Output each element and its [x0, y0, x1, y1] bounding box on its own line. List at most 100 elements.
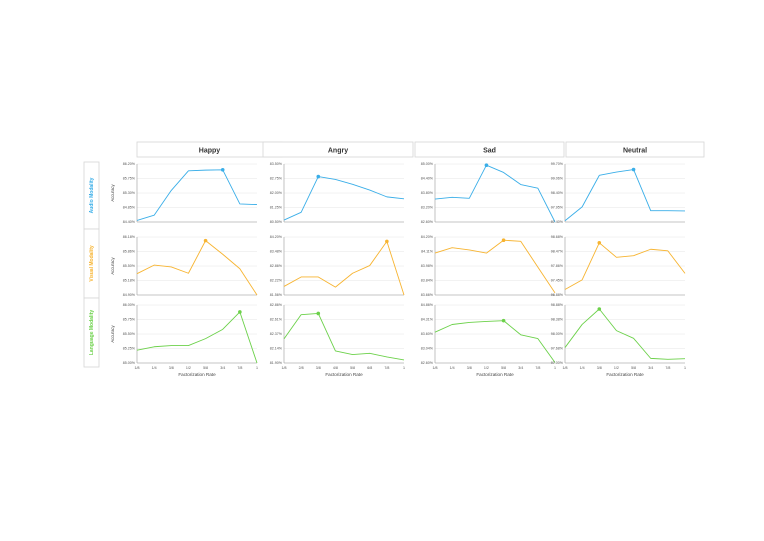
y-tick-label: 97.40% — [551, 220, 564, 224]
series-line — [283, 176, 405, 221]
y-tick-label: 85.25% — [123, 347, 136, 351]
y-tick-label: 85.86% — [123, 250, 136, 254]
y-tick-label: 83.20% — [421, 206, 434, 210]
panel-visual-modality-sad: 84.20% 84.11% 83.98% 83.84% 83.66% — [421, 235, 556, 297]
y-tick-label: 85.75% — [123, 318, 136, 322]
series-line — [434, 320, 556, 363]
x-tick-label: 1/2 — [614, 366, 619, 370]
x-tick-label: 3/8 — [169, 366, 174, 370]
y-tick-label: 82.75% — [270, 177, 283, 181]
y-tick-label: 85.00% — [123, 361, 136, 365]
series-line — [283, 313, 405, 361]
y-tick-label: 82.60% — [421, 220, 434, 224]
y-tick-label: 84.20% — [270, 235, 283, 239]
column-header-angry: Angry — [262, 141, 414, 158]
row-header-audio-modality: Audio Modality — [83, 161, 100, 230]
panel-language-modality-happy: 86.00% 85.75% 85.50% 85.25% 85.00% Accuracy 1/… — [110, 303, 258, 377]
peak-marker — [238, 310, 242, 314]
y-tick-label: 97.86% — [551, 264, 564, 268]
y-tick-label: 84.40% — [421, 177, 434, 181]
peak-marker — [385, 239, 389, 244]
x-tick-label: 1 — [403, 366, 405, 370]
peak-marker — [220, 168, 225, 172]
x-tick-label: 5/8 — [501, 366, 506, 370]
y-tick-label: 82.86% — [270, 264, 283, 268]
panel-language-modality-sad: 84.86% 84.31% 83.60% 83.04% 82.60%1/8 1/4 3/8 1… — [421, 303, 556, 377]
x-tick-label: 1/4 — [152, 366, 157, 370]
y-tick-label: 83.84% — [421, 279, 434, 283]
column-headers: Happy Angry Sad Neutral — [136, 141, 705, 158]
x-tick-label: 3/8 — [467, 366, 472, 370]
peak-marker — [597, 241, 602, 245]
y-tick-label: 96.88% — [551, 293, 564, 297]
y-axis-label: Accuracy — [110, 256, 115, 274]
panel-visual-modality-neutral: 98.68% 98.47% 97.86% 97.45% 96.88% — [551, 235, 686, 297]
column-header-neutral: Neutral — [565, 141, 705, 158]
series-line — [564, 308, 686, 360]
y-tick-label: 82.37% — [270, 332, 283, 336]
y-tick-label: 98.68% — [551, 235, 564, 239]
x-tick-label: 7/8 — [665, 366, 670, 370]
row-header-language-modality: Language Modality — [83, 297, 100, 368]
x-tick-label: 1/8 — [135, 366, 140, 370]
x-tick-label: 7/8 — [384, 366, 389, 370]
y-tick-label: 82.61% — [270, 318, 283, 322]
y-axis-label: Accuracy — [110, 324, 115, 342]
y-tick-label: 98.40% — [551, 191, 564, 195]
x-tick-label: 3/4 — [220, 366, 225, 370]
y-tick-label: 85.00% — [421, 162, 434, 166]
y-tick-label: 82.00% — [270, 191, 283, 195]
chart-panels: 86.20% 85.75% 85.30% 84.85% 84.40% Accuracy 83… — [110, 162, 686, 377]
x-tick-label: 1/8 — [563, 366, 568, 370]
row-title: Visual Modality — [89, 245, 95, 282]
y-tick-label: 83.80% — [421, 191, 434, 195]
y-tick-label: 85.50% — [123, 332, 136, 336]
y-tick-label: 97.68% — [551, 347, 564, 351]
x-tick-label: 6/8 — [367, 366, 372, 370]
y-tick-label: 84.11% — [421, 250, 434, 254]
y-tick-label: 80.50% — [270, 220, 283, 224]
y-tick-label: 83.60% — [421, 332, 434, 336]
y-tick-label: 83.66% — [421, 293, 434, 297]
y-tick-label: 82.22% — [270, 279, 283, 283]
x-axis-label: Factorization Rate — [325, 372, 363, 377]
x-tick-label: 5/8 — [350, 366, 355, 370]
peak-marker — [316, 174, 321, 179]
y-tick-label: 84.40% — [123, 220, 136, 224]
x-tick-label: 1/2 — [186, 366, 191, 370]
y-tick-label: 84.85% — [123, 206, 136, 210]
series-line — [136, 169, 258, 221]
row-headers: Audio Modality Visual Modality Language Mo… — [83, 161, 100, 368]
y-tick-label: 82.60% — [421, 361, 434, 365]
x-axis-label: Factorization Rate — [476, 372, 514, 377]
y-tick-label: 86.18% — [123, 235, 136, 239]
y-tick-label: 81.56% — [270, 293, 283, 297]
column-title: Angry — [328, 148, 348, 155]
series-line — [434, 239, 556, 294]
y-tick-label: 84.86% — [421, 303, 434, 307]
x-tick-label: 1/2 — [484, 366, 489, 370]
x-axis-label: Factorization Rate — [606, 372, 644, 377]
y-tick-label: 83.98% — [421, 264, 434, 268]
row-header-visual-modality: Visual Modality — [83, 228, 100, 299]
panel-audio-modality-happy: 86.20% 85.75% 85.30% 84.85% 84.40% Accuracy — [110, 162, 258, 224]
panel-language-modality-angry: 82.86% 82.61% 82.37% 82.14% 81.90%1/8 2/8 3/8 4… — [270, 303, 405, 377]
x-tick-label: 1 — [684, 366, 686, 370]
y-tick-label: 85.50% — [123, 264, 136, 268]
y-tick-label: 98.47% — [551, 250, 564, 254]
y-tick-label: 99.06% — [551, 177, 564, 181]
y-tick-label: 81.90% — [270, 361, 283, 365]
peak-marker — [484, 163, 489, 168]
series-line — [434, 164, 556, 223]
x-tick-label: 7/8 — [535, 366, 540, 370]
series-line — [136, 311, 258, 364]
y-tick-label: 81.25% — [270, 206, 283, 210]
y-tick-label: 82.14% — [270, 347, 283, 351]
y-tick-label: 98.88% — [551, 303, 564, 307]
column-header-happy: Happy — [136, 141, 283, 158]
y-axis-label: Accuracy — [110, 183, 115, 201]
x-tick-label: 3/8 — [597, 366, 602, 370]
x-axis-label: Factorization Rate — [178, 372, 216, 377]
y-tick-label: 86.00% — [123, 303, 136, 307]
